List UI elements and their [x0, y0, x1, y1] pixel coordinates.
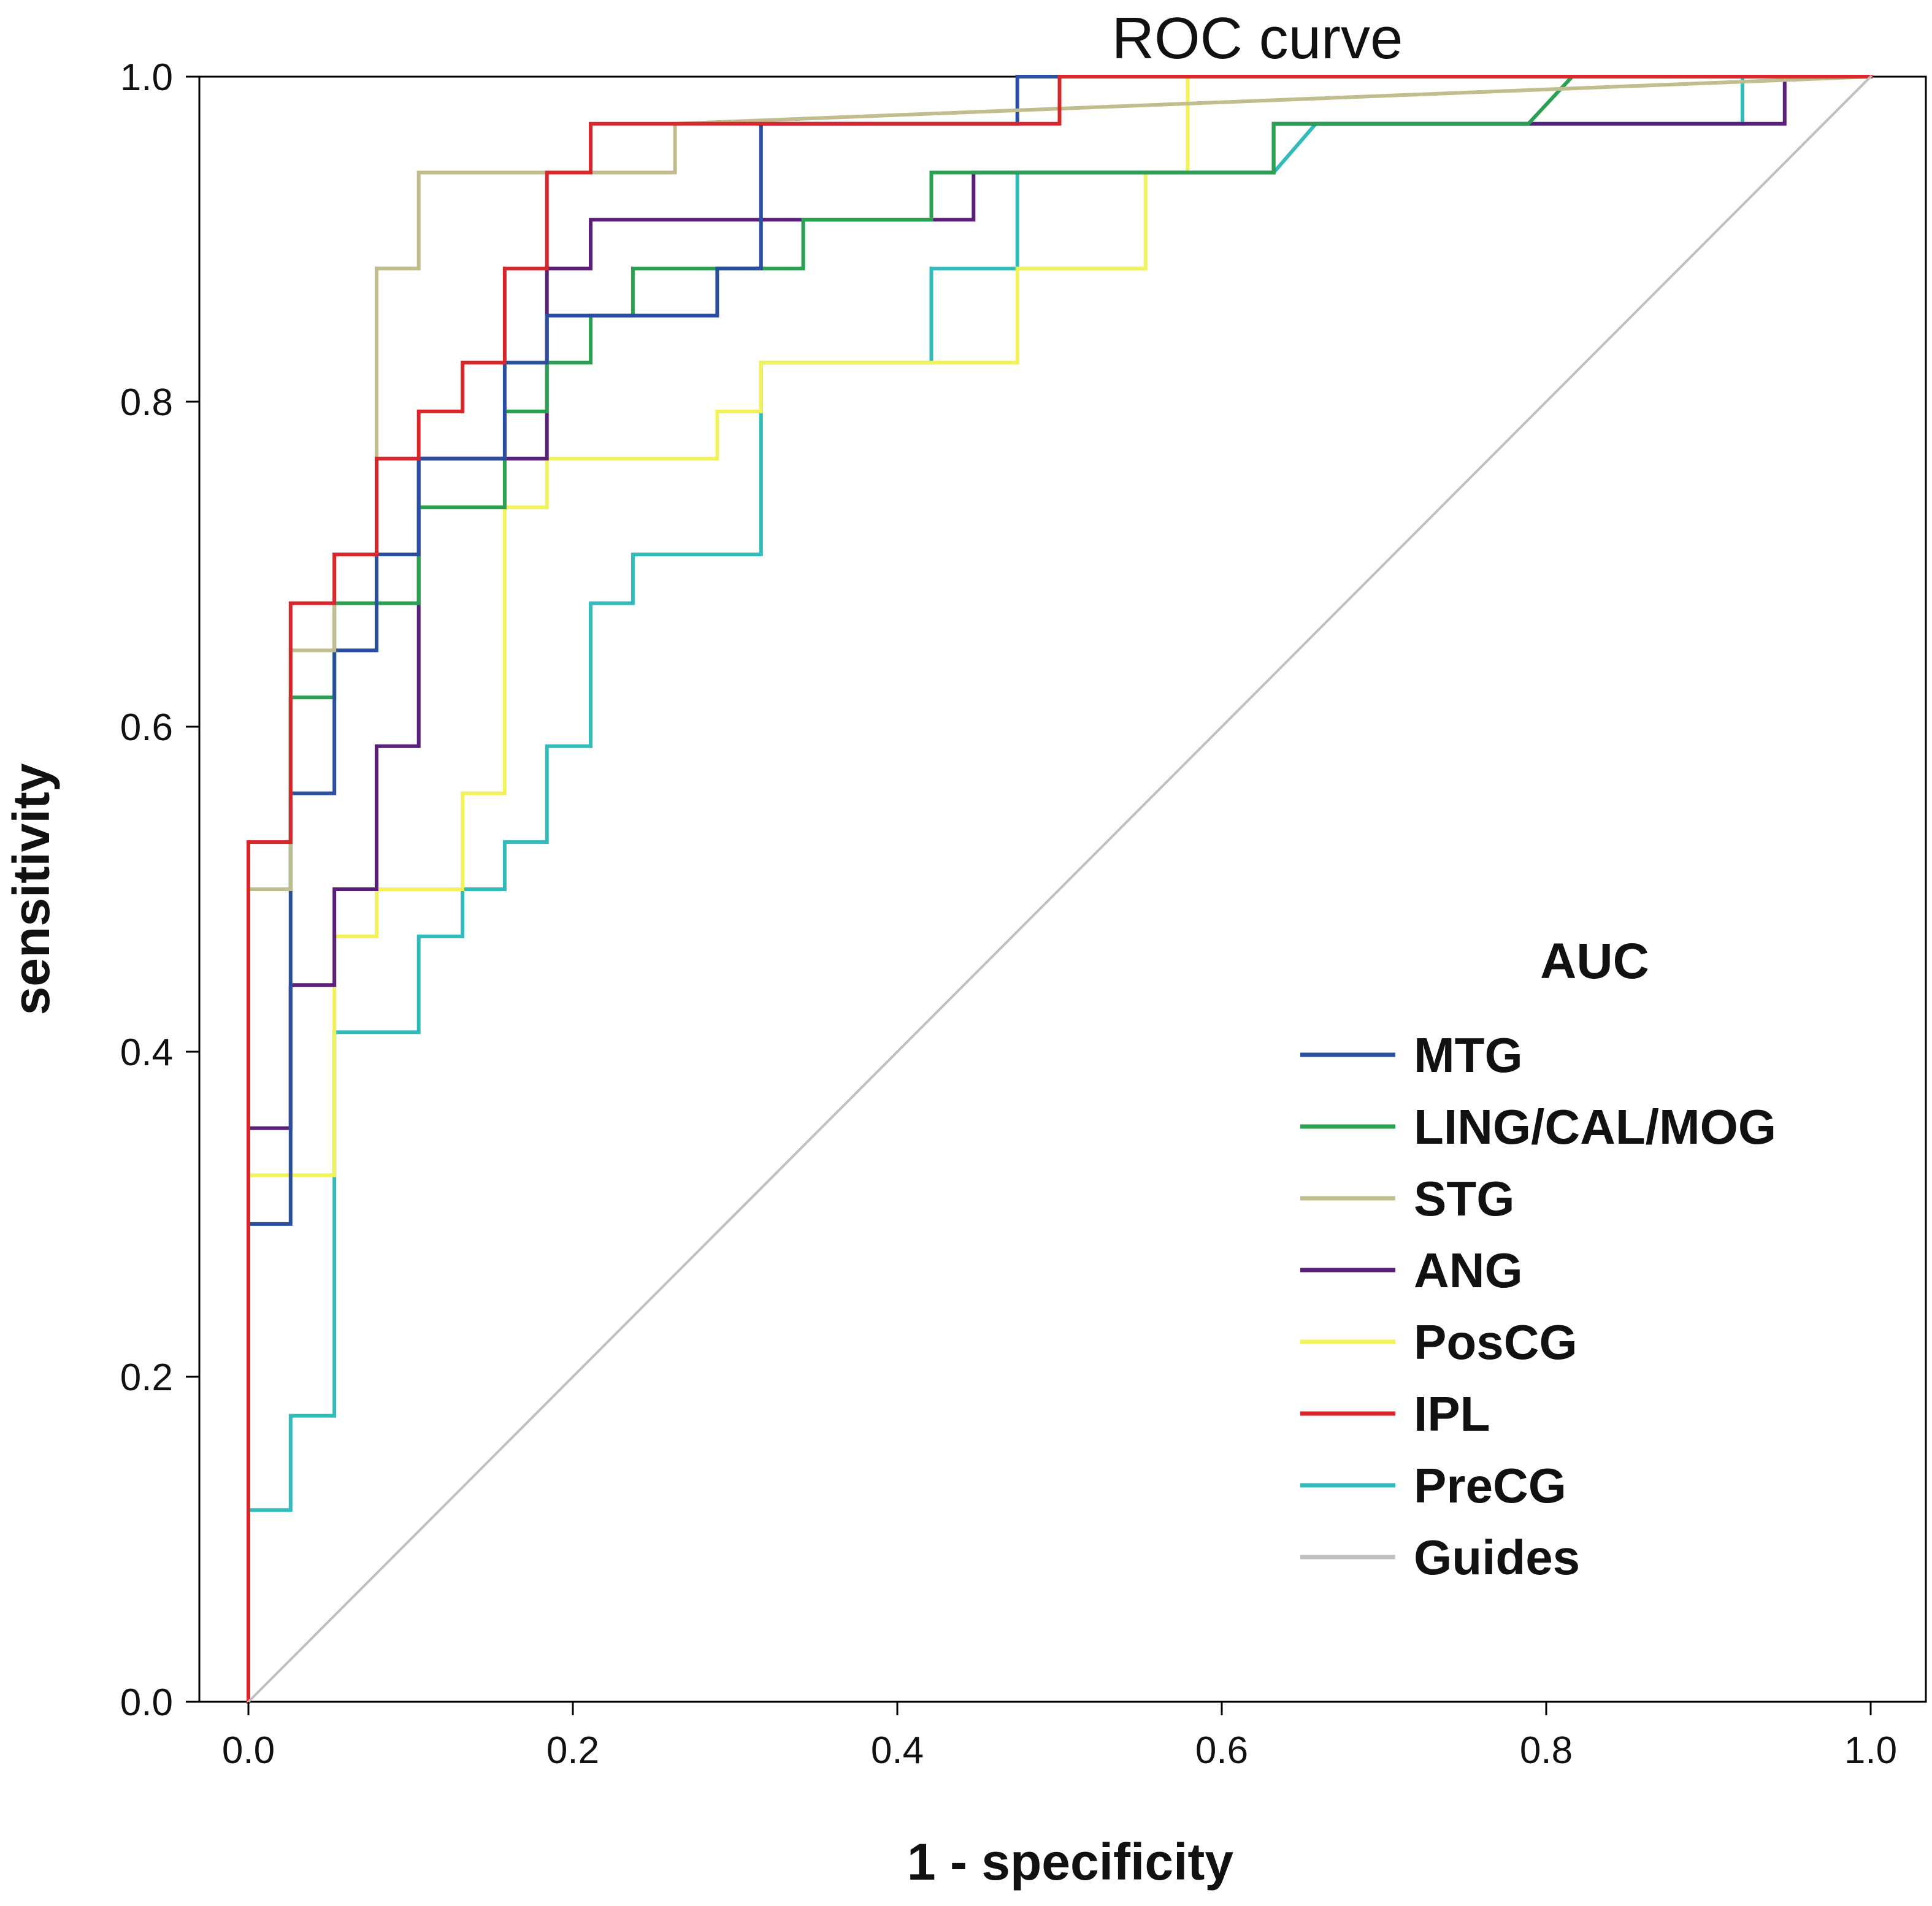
legend: AUC MTG LING/CAL/MOG STG ANG PosCG IPL PreCG Gui… [1300, 933, 1776, 1585]
legend-label-precg: PreCG [1414, 1458, 1566, 1513]
legend-label-guides: Guides [1414, 1530, 1580, 1585]
x-axis-label: 1 - specificity [907, 1833, 1234, 1891]
series-line-mtg [247, 75, 1873, 1704]
legend-label-ipl: IPL [1414, 1387, 1490, 1441]
y-tick-label: 0.8 [120, 381, 173, 424]
y-tick-label: 1.0 [120, 56, 173, 99]
series-line-ipl [247, 75, 1873, 1704]
series-line-guides [247, 75, 1873, 1704]
x-tick-label: 0.4 [871, 1729, 924, 1772]
legend-label-ang: ANG [1414, 1243, 1523, 1298]
y-tick-label: 0.0 [120, 1682, 173, 1724]
x-tick-label: 1.0 [1844, 1729, 1897, 1772]
series-layer [247, 74, 1873, 1704]
legend-label-stg: STG [1414, 1171, 1514, 1226]
y-tick-label: 0.2 [120, 1357, 173, 1399]
legend-label-mtg: MTG [1414, 1028, 1523, 1082]
legend-title: AUC [1540, 933, 1649, 989]
legend-label-ling-cal-mog: LING/CAL/MOG [1414, 1100, 1776, 1154]
axis-layer: 0.0 0.2 0.4 0.6 0.8 1.0 0.0 0.2 0.4 0.6 0.8 1.0 [120, 56, 1897, 1772]
x-tick-label: 0.2 [546, 1729, 599, 1772]
x-tick-label: 0.0 [222, 1729, 275, 1772]
y-axis-label: sensitivity [2, 763, 60, 1015]
y-tick-label: 0.4 [120, 1031, 173, 1074]
x-tick-label: 0.8 [1520, 1729, 1573, 1772]
chart-title: ROC curve [1112, 6, 1403, 71]
legend-label-poscg: PosCG [1414, 1315, 1577, 1369]
y-tick-label: 0.6 [120, 706, 173, 749]
x-tick-label: 0.6 [1195, 1729, 1248, 1772]
